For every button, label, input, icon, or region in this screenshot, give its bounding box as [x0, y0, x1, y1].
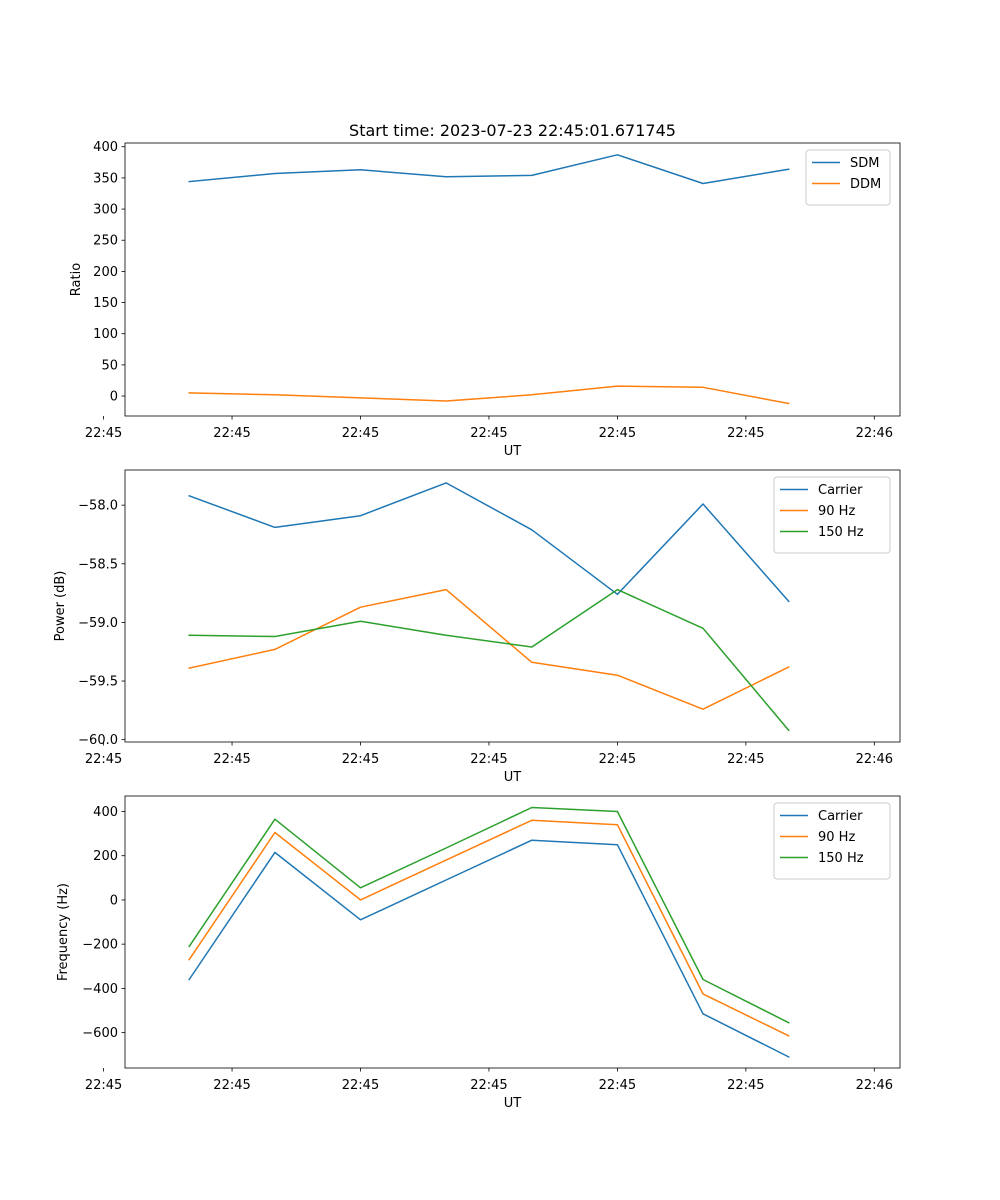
ratio-legend-box — [805, 149, 891, 206]
frequency-legend-label: Carrier — [818, 809, 863, 824]
frequency-ytick-label: −200 — [82, 938, 118, 953]
ratio-legend-label: SDM — [850, 156, 879, 171]
frequency-panel: −600 −400 −200 0 200 400 22:45 22:45 22:45 22:45 2… — [56, 795, 901, 1111]
frequency-xtick-label: 22:45 — [85, 1078, 122, 1093]
ratio-xtick-label: 22:45 — [470, 426, 507, 441]
frequency-legend: Carrier 90 Hz 150 Hz — [773, 802, 891, 880]
ratio-xtick-label: 22:45 — [727, 426, 764, 441]
power-xtick-label: 22:45 — [599, 752, 636, 767]
ratio-ytick-label: 50 — [101, 358, 118, 373]
frequency-axes-frame — [124, 795, 901, 1069]
ratio-legend-label: DDM — [850, 177, 881, 192]
ratio-ytick-label: 150 — [93, 296, 118, 311]
frequency-series-150-hz-line — [188, 806, 790, 1024]
frequency-xtick-label: 22:45 — [470, 1078, 507, 1093]
power-ytick-label: −60.0 — [78, 733, 118, 748]
power-plot-area — [188, 482, 790, 732]
frequency-series-90-hz-line — [188, 819, 790, 1037]
power-xtick-label: 22:45 — [727, 752, 764, 767]
ratio-ytick-label: 400 — [93, 140, 118, 155]
ratio-ytick-label: 0 — [110, 390, 118, 405]
ratio-ytick-label: 300 — [93, 203, 118, 218]
ratio-series-sdm-line — [188, 154, 790, 185]
power-ytick-label: −58.5 — [78, 557, 118, 572]
frequency-legend-box — [773, 802, 891, 880]
frequency-xtick-label: 22:45 — [342, 1078, 379, 1093]
frequency-ytick-label: 200 — [93, 849, 118, 864]
frequency-ytick-label: −400 — [82, 982, 118, 997]
power-legend-label: 90 Hz — [818, 504, 855, 519]
power-axes-frame — [124, 469, 901, 743]
ratio-xtick-label: 22:45 — [213, 426, 250, 441]
frequency-series-carrier-line — [188, 839, 790, 1058]
power-ytick-label: −59.0 — [78, 616, 118, 631]
power-xtick-label: 22:45 — [470, 752, 507, 767]
ratio-axes-frame — [124, 142, 901, 417]
power-legend-label: 150 Hz — [818, 525, 864, 540]
power-legend-box — [773, 476, 891, 554]
ratio-xtick-label: 22:45 — [85, 426, 122, 441]
power-legend-label: Carrier — [818, 483, 863, 498]
power-xtick-label: 22:45 — [85, 752, 122, 767]
ratio-ytick-label: 350 — [93, 171, 118, 186]
ratio-panel: 0 50 100 150 200 250 300 350 400 22:45 22:45 22:45 2… — [69, 140, 901, 459]
ratio-xlabel: UT — [504, 444, 522, 459]
power-xtick-label: 22:45 — [213, 752, 250, 767]
frequency-xtick-label: 22:45 — [727, 1078, 764, 1093]
power-xtick-label: 22:45 — [342, 752, 379, 767]
ratio-legend: SDM DDM — [805, 149, 891, 206]
frequency-ytick-label: 400 — [93, 805, 118, 820]
frequency-ylabel: Frequency (Hz) — [56, 883, 71, 981]
frequency-ytick-label: 0 — [110, 893, 118, 908]
frequency-xtick-label: 22:46 — [856, 1078, 893, 1093]
power-xlabel: UT — [504, 770, 522, 785]
ratio-xtick-label: 22:45 — [599, 426, 636, 441]
figure-title: Start time: 2023-07-23 22:45:01.671745 — [349, 121, 676, 140]
power-xtick-label: 22:46 — [856, 752, 893, 767]
ratio-ytick-label: 100 — [93, 327, 118, 342]
frequency-legend-label: 150 Hz — [818, 851, 864, 866]
ratio-xtick-label: 22:46 — [856, 426, 893, 441]
power-ytick-label: −58.0 — [78, 499, 118, 514]
ratio-plot-area — [188, 154, 790, 405]
power-series-150-hz-line — [188, 588, 790, 732]
frequency-xtick-label: 22:45 — [213, 1078, 250, 1093]
frequency-ytick-label: −600 — [82, 1026, 118, 1041]
ratio-xtick-label: 22:45 — [342, 426, 379, 441]
frequency-plot-area — [188, 806, 790, 1058]
power-panel: −60.0 −59.5 −59.0 −58.5 −58.0 22:45 22:45 22:45… — [53, 469, 901, 785]
ratio-ytick-label: 200 — [93, 265, 118, 280]
ratio-ytick-label: 250 — [93, 234, 118, 249]
ratio-ylabel: Ratio — [69, 263, 84, 296]
frequency-xtick-label: 22:45 — [599, 1078, 636, 1093]
power-legend: Carrier 90 Hz 150 Hz — [773, 476, 891, 554]
frequency-legend-label: 90 Hz — [818, 830, 855, 845]
power-series-90-hz-line — [188, 588, 790, 710]
frequency-xlabel: UT — [504, 1096, 522, 1111]
power-ytick-label: −59.5 — [78, 675, 118, 690]
power-ylabel: Power (dB) — [53, 571, 68, 642]
ratio-series-ddm-line — [188, 385, 790, 405]
power-series-carrier-line — [188, 482, 790, 603]
